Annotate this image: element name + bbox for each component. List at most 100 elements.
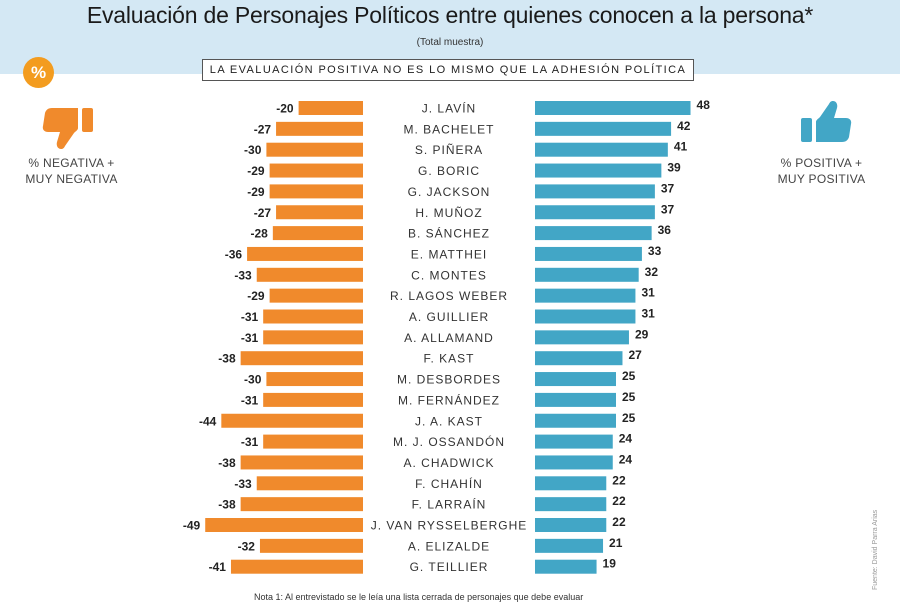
negative-value-label: -38 (218, 456, 236, 470)
thumbs-down-icon (42, 108, 93, 149)
category-label: B. SÁNCHEZ (408, 226, 490, 241)
positive-bar (535, 476, 607, 491)
positive-value-label: 25 (622, 390, 636, 404)
negative-value-label: -49 (183, 519, 201, 533)
negative-value-label: -32 (238, 539, 256, 553)
negative-value-label: -44 (199, 414, 217, 428)
category-label: S. PIÑERA (415, 143, 483, 157)
negative-bar (269, 184, 363, 199)
positive-value-label: 21 (609, 536, 623, 550)
category-label: J. LAVÍN (422, 101, 476, 116)
positive-value-label: 42 (677, 119, 691, 133)
positive-bar (535, 142, 668, 157)
negative-value-label: -33 (234, 268, 252, 282)
positive-bar (535, 309, 636, 324)
positive-value-label: 22 (612, 473, 626, 487)
negative-bar (263, 434, 363, 449)
positive-legend-line-2: MUY POSITIVA (777, 172, 866, 186)
info-banner: LA EVALUACIÓN POSITIVA NO ES LO MISMO QU… (202, 59, 694, 81)
negative-bar (263, 330, 363, 345)
positive-value-label: 48 (697, 98, 711, 112)
negative-bar (240, 351, 363, 366)
negative-value-label: -27 (254, 206, 272, 220)
category-label: H. MUÑOZ (415, 206, 482, 220)
negative-value-label: -38 (218, 498, 236, 512)
positive-value-label: 37 (661, 202, 675, 216)
positive-value-label: 37 (661, 181, 675, 195)
positive-bar (535, 246, 642, 261)
negative-bar (276, 121, 363, 136)
thumbs-up-icon (801, 101, 852, 142)
positive-bar (535, 392, 616, 407)
positive-bar (535, 538, 604, 553)
category-label: E. MATTHEI (411, 247, 487, 261)
negative-bar (240, 497, 363, 512)
negative-value-label: -31 (241, 435, 259, 449)
positive-bar (535, 497, 607, 512)
negative-value-label: -29 (247, 164, 265, 178)
positive-bar (535, 121, 672, 136)
positive-value-label: 41 (674, 140, 688, 154)
category-label: A. ALLAMAND (404, 331, 494, 345)
positive-value-label: 19 (603, 557, 617, 571)
category-label: J. A. KAST (415, 414, 483, 428)
category-label: C. MONTES (411, 268, 487, 282)
positive-value-label: 22 (612, 515, 626, 529)
positive-value-label: 29 (635, 327, 649, 341)
positive-value-label: 33 (648, 244, 662, 258)
positive-bar (535, 413, 616, 428)
positive-value-label: 25 (622, 411, 636, 425)
category-label: R. LAGOS WEBER (390, 289, 508, 303)
negative-bar (276, 205, 363, 220)
positive-value-label: 24 (619, 452, 633, 466)
negative-bar (205, 518, 363, 532)
negative-bar (298, 101, 363, 115)
category-label: M. J. OSSANDÓN (393, 434, 505, 449)
percent-badge: % (23, 57, 54, 88)
negative-bar (263, 392, 363, 407)
negative-value-label: -41 (209, 560, 227, 574)
positive-value-label: 36 (658, 223, 672, 237)
negative-bar (240, 455, 363, 470)
chart-subtitle: (Total muestra) (416, 37, 484, 48)
positive-value-label: 32 (645, 265, 659, 279)
positive-value-label: 31 (641, 286, 655, 300)
positive-value-label: 22 (612, 494, 626, 508)
positive-legend-line-1: % POSITIVA + (780, 156, 863, 170)
positive-bar (535, 559, 597, 574)
positive-bar (535, 184, 655, 199)
negative-bar (263, 309, 363, 324)
negative-legend-line-1: % NEGATIVA + (28, 156, 115, 170)
category-label: G. BORIC (418, 164, 480, 178)
negative-legend-line-2: MUY NEGATIVA (25, 172, 118, 186)
positive-bar (535, 455, 613, 470)
category-label: M. FERNÁNDEZ (398, 392, 500, 407)
positive-bar (535, 205, 655, 220)
positive-bar (535, 372, 616, 387)
negative-value-label: -29 (247, 289, 265, 303)
category-label: G. TEILLIER (410, 560, 489, 574)
negative-bar (221, 413, 363, 428)
category-label: A. ELIZALDE (408, 539, 490, 553)
negative-value-label: -38 (218, 352, 236, 366)
category-label: M. DESBORDES (397, 373, 501, 387)
positive-value-label: 24 (619, 432, 633, 446)
negative-value-label: -31 (241, 310, 259, 324)
positive-legend: % POSITIVA + MUY POSITIVA (764, 155, 879, 187)
positive-bar (535, 351, 623, 366)
positive-bar (535, 518, 607, 532)
source-credit: Fuente: David Parra Arias (872, 509, 879, 590)
positive-bar (535, 163, 662, 178)
negative-bar (269, 163, 363, 178)
negative-value-label: -20 (276, 102, 294, 116)
negative-value-label: -33 (234, 477, 252, 491)
category-label: M. BACHELET (403, 122, 494, 136)
negative-value-label: -31 (241, 331, 259, 345)
category-label: A. GUILLIER (409, 310, 489, 324)
negative-value-label: -30 (244, 373, 262, 387)
negative-bar (269, 288, 363, 303)
negative-value-label: -31 (241, 393, 259, 407)
negative-bar (256, 476, 363, 491)
negative-bar (266, 142, 363, 157)
negative-value-label: -28 (250, 227, 268, 241)
